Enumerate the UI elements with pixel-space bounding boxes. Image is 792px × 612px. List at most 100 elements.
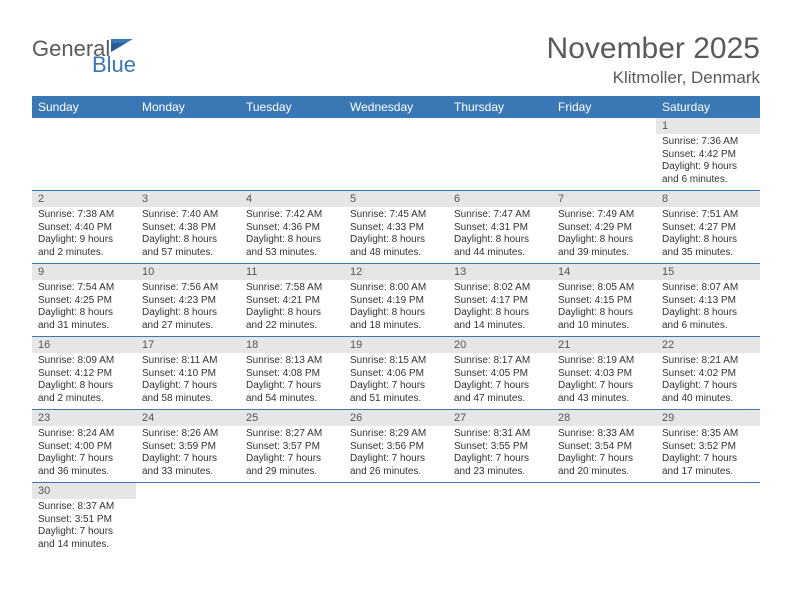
day-details: Sunrise: 8:26 AMSunset: 3:59 PMDaylight:… bbox=[136, 426, 240, 482]
weekday-header: Sunday bbox=[32, 96, 136, 118]
calendar-day: 22Sunrise: 8:21 AMSunset: 4:02 PMDayligh… bbox=[656, 337, 760, 410]
weekday-header: Tuesday bbox=[240, 96, 344, 118]
calendar-day-empty bbox=[32, 118, 136, 191]
day-details: Sunrise: 8:19 AMSunset: 4:03 PMDaylight:… bbox=[552, 353, 656, 409]
calendar-day: 15Sunrise: 8:07 AMSunset: 4:13 PMDayligh… bbox=[656, 264, 760, 337]
calendar-day: 28Sunrise: 8:33 AMSunset: 3:54 PMDayligh… bbox=[552, 410, 656, 483]
day-number: 18 bbox=[240, 337, 344, 353]
calendar-week: 2Sunrise: 7:38 AMSunset: 4:40 PMDaylight… bbox=[32, 191, 760, 264]
title-block: November 2025 Klitmoller, Denmark bbox=[547, 32, 760, 88]
calendar-day: 24Sunrise: 8:26 AMSunset: 3:59 PMDayligh… bbox=[136, 410, 240, 483]
day-number: 19 bbox=[344, 337, 448, 353]
day-number: 24 bbox=[136, 410, 240, 426]
day-number: 11 bbox=[240, 264, 344, 280]
calendar-day: 9Sunrise: 7:54 AMSunset: 4:25 PMDaylight… bbox=[32, 264, 136, 337]
day-number: 23 bbox=[32, 410, 136, 426]
calendar-day: 7Sunrise: 7:49 AMSunset: 4:29 PMDaylight… bbox=[552, 191, 656, 264]
calendar-day: 18Sunrise: 8:13 AMSunset: 4:08 PMDayligh… bbox=[240, 337, 344, 410]
day-details: Sunrise: 8:07 AMSunset: 4:13 PMDaylight:… bbox=[656, 280, 760, 336]
day-number: 4 bbox=[240, 191, 344, 207]
day-number: 7 bbox=[552, 191, 656, 207]
calendar-head: SundayMondayTuesdayWednesdayThursdayFrid… bbox=[32, 96, 760, 118]
calendar-day: 6Sunrise: 7:47 AMSunset: 4:31 PMDaylight… bbox=[448, 191, 552, 264]
calendar-day: 27Sunrise: 8:31 AMSunset: 3:55 PMDayligh… bbox=[448, 410, 552, 483]
day-number: 8 bbox=[656, 191, 760, 207]
day-details: Sunrise: 8:27 AMSunset: 3:57 PMDaylight:… bbox=[240, 426, 344, 482]
day-number: 16 bbox=[32, 337, 136, 353]
calendar-day-empty bbox=[240, 483, 344, 556]
day-details: Sunrise: 7:38 AMSunset: 4:40 PMDaylight:… bbox=[32, 207, 136, 263]
calendar-day: 4Sunrise: 7:42 AMSunset: 4:36 PMDaylight… bbox=[240, 191, 344, 264]
day-details: Sunrise: 7:47 AMSunset: 4:31 PMDaylight:… bbox=[448, 207, 552, 263]
day-number: 28 bbox=[552, 410, 656, 426]
calendar-day: 30Sunrise: 8:37 AMSunset: 3:51 PMDayligh… bbox=[32, 483, 136, 556]
calendar-day: 29Sunrise: 8:35 AMSunset: 3:52 PMDayligh… bbox=[656, 410, 760, 483]
calendar-page: GeneralBlue November 2025 Klitmoller, De… bbox=[0, 0, 792, 575]
calendar-day: 11Sunrise: 7:58 AMSunset: 4:21 PMDayligh… bbox=[240, 264, 344, 337]
day-details: Sunrise: 8:02 AMSunset: 4:17 PMDaylight:… bbox=[448, 280, 552, 336]
day-details: Sunrise: 8:35 AMSunset: 3:52 PMDaylight:… bbox=[656, 426, 760, 482]
calendar-week: 9Sunrise: 7:54 AMSunset: 4:25 PMDaylight… bbox=[32, 264, 760, 337]
calendar-day-empty bbox=[136, 118, 240, 191]
day-number: 29 bbox=[656, 410, 760, 426]
calendar-day-empty bbox=[552, 483, 656, 556]
day-details: Sunrise: 7:49 AMSunset: 4:29 PMDaylight:… bbox=[552, 207, 656, 263]
day-details: Sunrise: 8:29 AMSunset: 3:56 PMDaylight:… bbox=[344, 426, 448, 482]
calendar-day: 19Sunrise: 8:15 AMSunset: 4:06 PMDayligh… bbox=[344, 337, 448, 410]
weekday-header: Monday bbox=[136, 96, 240, 118]
day-details: Sunrise: 7:36 AMSunset: 4:42 PMDaylight:… bbox=[656, 134, 760, 190]
calendar-day: 21Sunrise: 8:19 AMSunset: 4:03 PMDayligh… bbox=[552, 337, 656, 410]
day-details: Sunrise: 8:33 AMSunset: 3:54 PMDaylight:… bbox=[552, 426, 656, 482]
day-details: Sunrise: 7:56 AMSunset: 4:23 PMDaylight:… bbox=[136, 280, 240, 336]
day-number: 3 bbox=[136, 191, 240, 207]
day-number: 9 bbox=[32, 264, 136, 280]
calendar-day: 3Sunrise: 7:40 AMSunset: 4:38 PMDaylight… bbox=[136, 191, 240, 264]
day-number: 27 bbox=[448, 410, 552, 426]
month-title: November 2025 bbox=[547, 32, 760, 66]
day-number: 30 bbox=[32, 483, 136, 499]
calendar-day-empty bbox=[136, 483, 240, 556]
logo-text-2: Blue bbox=[92, 52, 136, 78]
calendar-week: 23Sunrise: 8:24 AMSunset: 4:00 PMDayligh… bbox=[32, 410, 760, 483]
calendar-table: SundayMondayTuesdayWednesdayThursdayFrid… bbox=[32, 96, 760, 555]
day-details: Sunrise: 8:37 AMSunset: 3:51 PMDaylight:… bbox=[32, 499, 136, 555]
location: Klitmoller, Denmark bbox=[547, 68, 760, 88]
day-details: Sunrise: 8:24 AMSunset: 4:00 PMDaylight:… bbox=[32, 426, 136, 482]
header: GeneralBlue November 2025 Klitmoller, De… bbox=[32, 32, 760, 88]
calendar-body: 1Sunrise: 7:36 AMSunset: 4:42 PMDaylight… bbox=[32, 118, 760, 555]
day-number: 1 bbox=[656, 118, 760, 134]
calendar-day: 23Sunrise: 8:24 AMSunset: 4:00 PMDayligh… bbox=[32, 410, 136, 483]
day-number: 2 bbox=[32, 191, 136, 207]
day-details: Sunrise: 7:51 AMSunset: 4:27 PMDaylight:… bbox=[656, 207, 760, 263]
day-details: Sunrise: 8:17 AMSunset: 4:05 PMDaylight:… bbox=[448, 353, 552, 409]
day-details: Sunrise: 7:42 AMSunset: 4:36 PMDaylight:… bbox=[240, 207, 344, 263]
calendar-day: 10Sunrise: 7:56 AMSunset: 4:23 PMDayligh… bbox=[136, 264, 240, 337]
calendar-day-empty bbox=[344, 118, 448, 191]
calendar-day: 25Sunrise: 8:27 AMSunset: 3:57 PMDayligh… bbox=[240, 410, 344, 483]
day-details: Sunrise: 8:11 AMSunset: 4:10 PMDaylight:… bbox=[136, 353, 240, 409]
calendar-day: 17Sunrise: 8:11 AMSunset: 4:10 PMDayligh… bbox=[136, 337, 240, 410]
day-number: 17 bbox=[136, 337, 240, 353]
day-number: 20 bbox=[448, 337, 552, 353]
calendar-week: 16Sunrise: 8:09 AMSunset: 4:12 PMDayligh… bbox=[32, 337, 760, 410]
day-details: Sunrise: 7:45 AMSunset: 4:33 PMDaylight:… bbox=[344, 207, 448, 263]
day-number: 26 bbox=[344, 410, 448, 426]
day-details: Sunrise: 8:15 AMSunset: 4:06 PMDaylight:… bbox=[344, 353, 448, 409]
calendar-day: 1Sunrise: 7:36 AMSunset: 4:42 PMDaylight… bbox=[656, 118, 760, 191]
calendar-day: 13Sunrise: 8:02 AMSunset: 4:17 PMDayligh… bbox=[448, 264, 552, 337]
calendar-day: 5Sunrise: 7:45 AMSunset: 4:33 PMDaylight… bbox=[344, 191, 448, 264]
weekday-header: Friday bbox=[552, 96, 656, 118]
calendar-day: 12Sunrise: 8:00 AMSunset: 4:19 PMDayligh… bbox=[344, 264, 448, 337]
day-number: 21 bbox=[552, 337, 656, 353]
calendar-day-empty bbox=[448, 483, 552, 556]
calendar-day: 2Sunrise: 7:38 AMSunset: 4:40 PMDaylight… bbox=[32, 191, 136, 264]
day-details: Sunrise: 8:00 AMSunset: 4:19 PMDaylight:… bbox=[344, 280, 448, 336]
day-number: 25 bbox=[240, 410, 344, 426]
day-number: 5 bbox=[344, 191, 448, 207]
day-details: Sunrise: 8:05 AMSunset: 4:15 PMDaylight:… bbox=[552, 280, 656, 336]
day-details: Sunrise: 8:09 AMSunset: 4:12 PMDaylight:… bbox=[32, 353, 136, 409]
calendar-week: 30Sunrise: 8:37 AMSunset: 3:51 PMDayligh… bbox=[32, 483, 760, 556]
day-number: 12 bbox=[344, 264, 448, 280]
weekday-header: Saturday bbox=[656, 96, 760, 118]
day-number: 13 bbox=[448, 264, 552, 280]
